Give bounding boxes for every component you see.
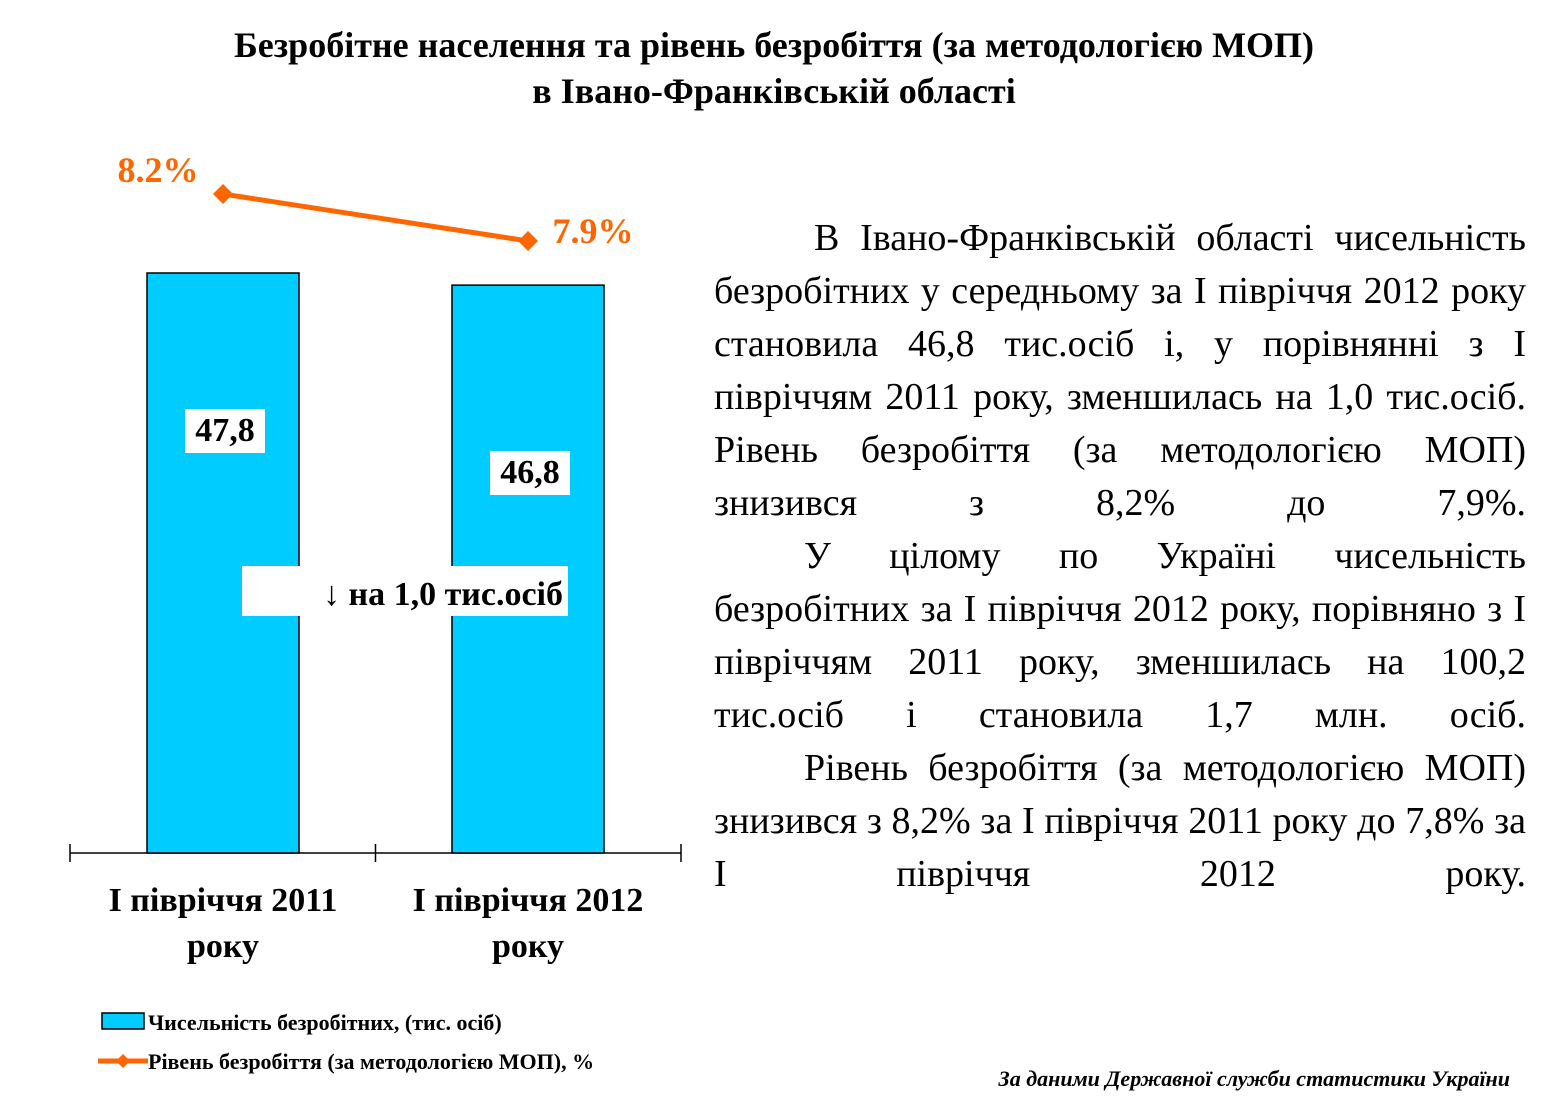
legend-swatch-bar [101,1012,145,1030]
annotation-text: ↓ на 1,0 тис.осіб [323,576,563,613]
bar-value-label: 47,8 [195,412,255,449]
legend-label-line: Рівень безробіття (за методологією МОП),… [148,1049,594,1074]
paragraph-1: В Івано-Франківській області чисельність… [714,217,1526,524]
bar-value-label: 46,8 [500,454,560,491]
bar-value-label-bg [490,451,570,495]
category-label: І півріччя 2012 [413,882,644,919]
page-title: Безробітне населення та рівень безробітт… [0,22,1548,114]
line-marker [518,231,538,251]
annotation-bg [242,566,568,616]
category-label: року [492,928,564,965]
legend-swatch-marker [116,1054,130,1068]
bar [146,272,300,854]
legend-label-bar: Чисельність безробітних, (тис. осіб) [148,1010,502,1035]
line-value-label: 7.9% [553,211,634,251]
category-label: І півріччя 2011 [109,882,338,919]
category-label: року [187,928,259,965]
body-text: В Івано-Франківській області чисельність… [714,212,1526,901]
line-marker [213,184,233,204]
chart: 47,8 46,8 ↓ на 1,0 тис.осіб 8.2% 7.9% І піврі… [69,150,682,1074]
bar-value-label-bg [185,409,265,453]
title-line-2: в Івано-Франківській області [532,71,1016,111]
paragraph-3: Рівень безробіття (за методологією МОП) … [714,747,1526,895]
paragraph-2: У цілому по Україні чисельність безробіт… [714,535,1526,736]
line-series [222,191,529,244]
line-value-label: 8.2% [118,150,199,190]
source-note: За даними Державної служби статистики Ук… [998,1066,1510,1091]
title-line-1: Безробітне населення та рівень безробітт… [233,25,1315,65]
